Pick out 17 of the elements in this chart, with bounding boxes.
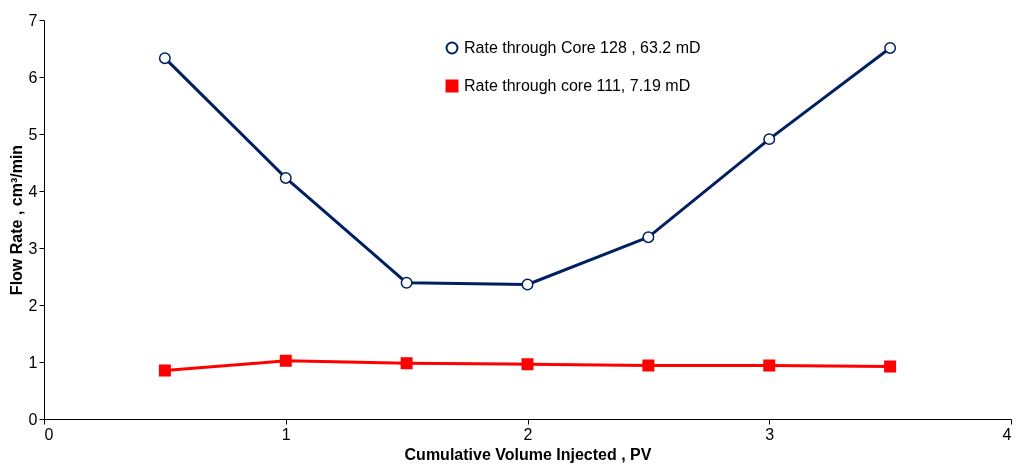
- x-tick-label: 1: [281, 425, 291, 443]
- legend-label: Rate through Core 128 , 63.2 mD: [464, 39, 701, 56]
- y-tick-label: 1: [28, 353, 38, 371]
- y-tick-label: 0: [28, 410, 38, 428]
- y-tick-label: 6: [28, 68, 38, 86]
- y-tick-label: 5: [28, 125, 38, 143]
- x-tick-label: 4: [1002, 425, 1012, 443]
- y-tick-label: 2: [28, 296, 38, 314]
- y-tick-label: 3: [28, 239, 38, 257]
- y-tick-label: 4: [28, 182, 38, 200]
- x-axis-title: Cumulative Volume Injected , PV: [404, 445, 652, 463]
- x-tick-label: 3: [765, 425, 775, 443]
- y-tick-label: 7: [28, 11, 38, 29]
- x-tick-label: 2: [523, 425, 533, 443]
- legend-label: Rate through core 111, 7.19 mD: [464, 77, 691, 94]
- y-axis-title: Flow Rate , cm³/min: [7, 144, 25, 296]
- x-tick-label: 0: [44, 425, 54, 443]
